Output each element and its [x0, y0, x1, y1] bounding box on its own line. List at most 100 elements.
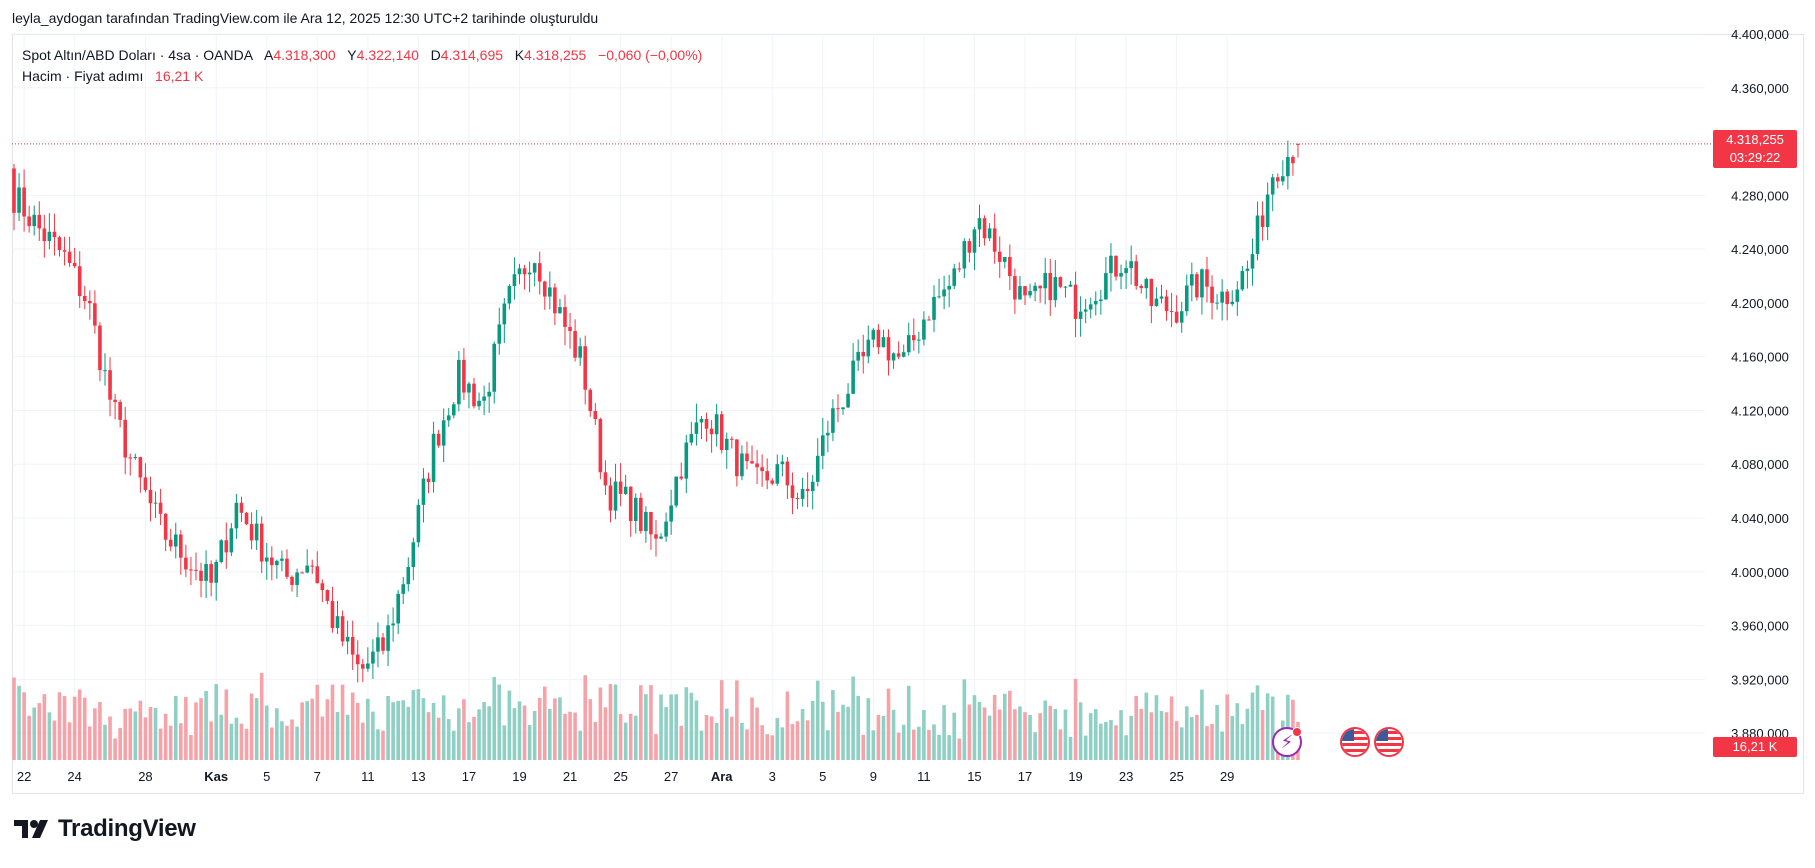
volume-bar [1088, 713, 1093, 760]
ohlc-row: Spot Altın/ABD Doları · 4sa · OANDA A4.3… [22, 45, 702, 66]
candle-body [62, 250, 67, 252]
volume-bar [12, 677, 16, 760]
candle-body [866, 339, 871, 357]
y-tick-label: 4.400,000 [1731, 27, 1789, 42]
volume-bar [280, 721, 284, 760]
volume-bar [1169, 696, 1174, 760]
x-tick-label: 27 [664, 769, 678, 784]
volume-bar [724, 708, 729, 760]
tradingview-logo-icon [14, 820, 48, 838]
volume-bar [153, 707, 158, 760]
volume-bar [537, 697, 542, 760]
candle-body [790, 485, 795, 498]
volume-bar [558, 697, 562, 760]
candle-body [57, 237, 62, 251]
volume-bar [88, 726, 92, 760]
volume-bar [633, 715, 638, 760]
candle-body [1215, 302, 1219, 304]
volume-bar [674, 694, 679, 760]
candle-body [507, 286, 512, 304]
flash-event-icon[interactable]: ⚡ [1272, 727, 1302, 757]
x-tick-label: 19 [512, 769, 526, 784]
volume-bar [138, 700, 143, 760]
x-tick-label: 23 [1119, 769, 1133, 784]
candle-body [280, 558, 284, 561]
x-tick-label: 9 [870, 769, 877, 784]
volume-bar [199, 698, 203, 760]
us-flag-event-icon[interactable] [1374, 727, 1404, 757]
candle-body [1260, 215, 1265, 227]
candle-body [305, 565, 309, 573]
candle-body [1245, 268, 1250, 271]
candle-body [168, 539, 173, 547]
candle-body [1275, 177, 1280, 182]
volume-bar [259, 673, 264, 760]
candle-body [381, 637, 385, 651]
volume-bar [512, 708, 517, 760]
volume-bar [922, 709, 926, 760]
volume-bar [133, 711, 138, 760]
candle-body [532, 263, 537, 273]
candle-body [810, 481, 815, 492]
volume-bar [972, 695, 977, 760]
candle-body [386, 625, 390, 651]
volume-bar [103, 724, 107, 760]
y-tick-label: 4.200,000 [1731, 296, 1789, 311]
y-tick-label: 4.120,000 [1731, 403, 1789, 418]
candle-body [158, 502, 163, 514]
candle-body [32, 214, 37, 227]
volume-value: 16,21 K [155, 68, 204, 84]
volume-tag: 16,21 K [1713, 737, 1797, 757]
volume-bar [467, 722, 471, 760]
volume-bar [113, 738, 117, 760]
candle-body [335, 616, 340, 628]
volume-bar [436, 717, 441, 760]
candle-body [578, 346, 582, 358]
candle-body [259, 523, 264, 562]
candle-body [861, 351, 866, 357]
candle-body [1002, 257, 1007, 262]
candle-body [972, 229, 977, 253]
candle-body [1099, 299, 1103, 302]
volume-bar [745, 729, 749, 760]
us-flag-event-icon[interactable] [1340, 727, 1370, 757]
volume-bar [760, 725, 764, 760]
volume-bar [780, 727, 785, 760]
candle-body [396, 593, 400, 624]
candle-body [123, 419, 128, 458]
candle-body [922, 319, 926, 340]
volume-bar [785, 691, 790, 760]
brand-name: TradingView [58, 815, 196, 842]
volume-bar [17, 685, 21, 760]
volume-bar [300, 702, 304, 760]
candle-body [871, 329, 876, 340]
symbol-title[interactable]: Spot Altın/ABD Doları · 4sa · OANDA [22, 47, 253, 63]
low-label: D [430, 47, 441, 63]
volume-bar [810, 700, 815, 760]
high-value: 4.322,140 [356, 47, 419, 63]
tradingview-logo[interactable]: TradingView [14, 815, 196, 843]
candle-body [750, 461, 754, 464]
volume-bar [876, 715, 881, 760]
high-label: Y [347, 47, 357, 63]
candle-body [1093, 301, 1098, 305]
volume-label[interactable]: Hacim · Fiyat adımı [22, 68, 144, 84]
candle-body [1255, 215, 1260, 255]
volume-bar [522, 705, 527, 760]
y-tick-label: 3.920,000 [1731, 672, 1789, 687]
candle-body [1018, 286, 1022, 300]
volume-bar [1002, 693, 1007, 760]
candle-body [1195, 274, 1199, 298]
volume-bar [578, 730, 582, 760]
candle-body [699, 418, 704, 423]
candle-body [1184, 285, 1189, 312]
volume-bar [431, 702, 436, 760]
candle-body [800, 488, 805, 499]
candle-body [603, 472, 608, 486]
candle-body [345, 636, 350, 642]
candle-body [224, 540, 229, 553]
candle-body [649, 511, 653, 535]
volume-row: Hacim · Fiyat adımı 16,21 K [22, 66, 702, 87]
volume-bar [482, 702, 486, 760]
